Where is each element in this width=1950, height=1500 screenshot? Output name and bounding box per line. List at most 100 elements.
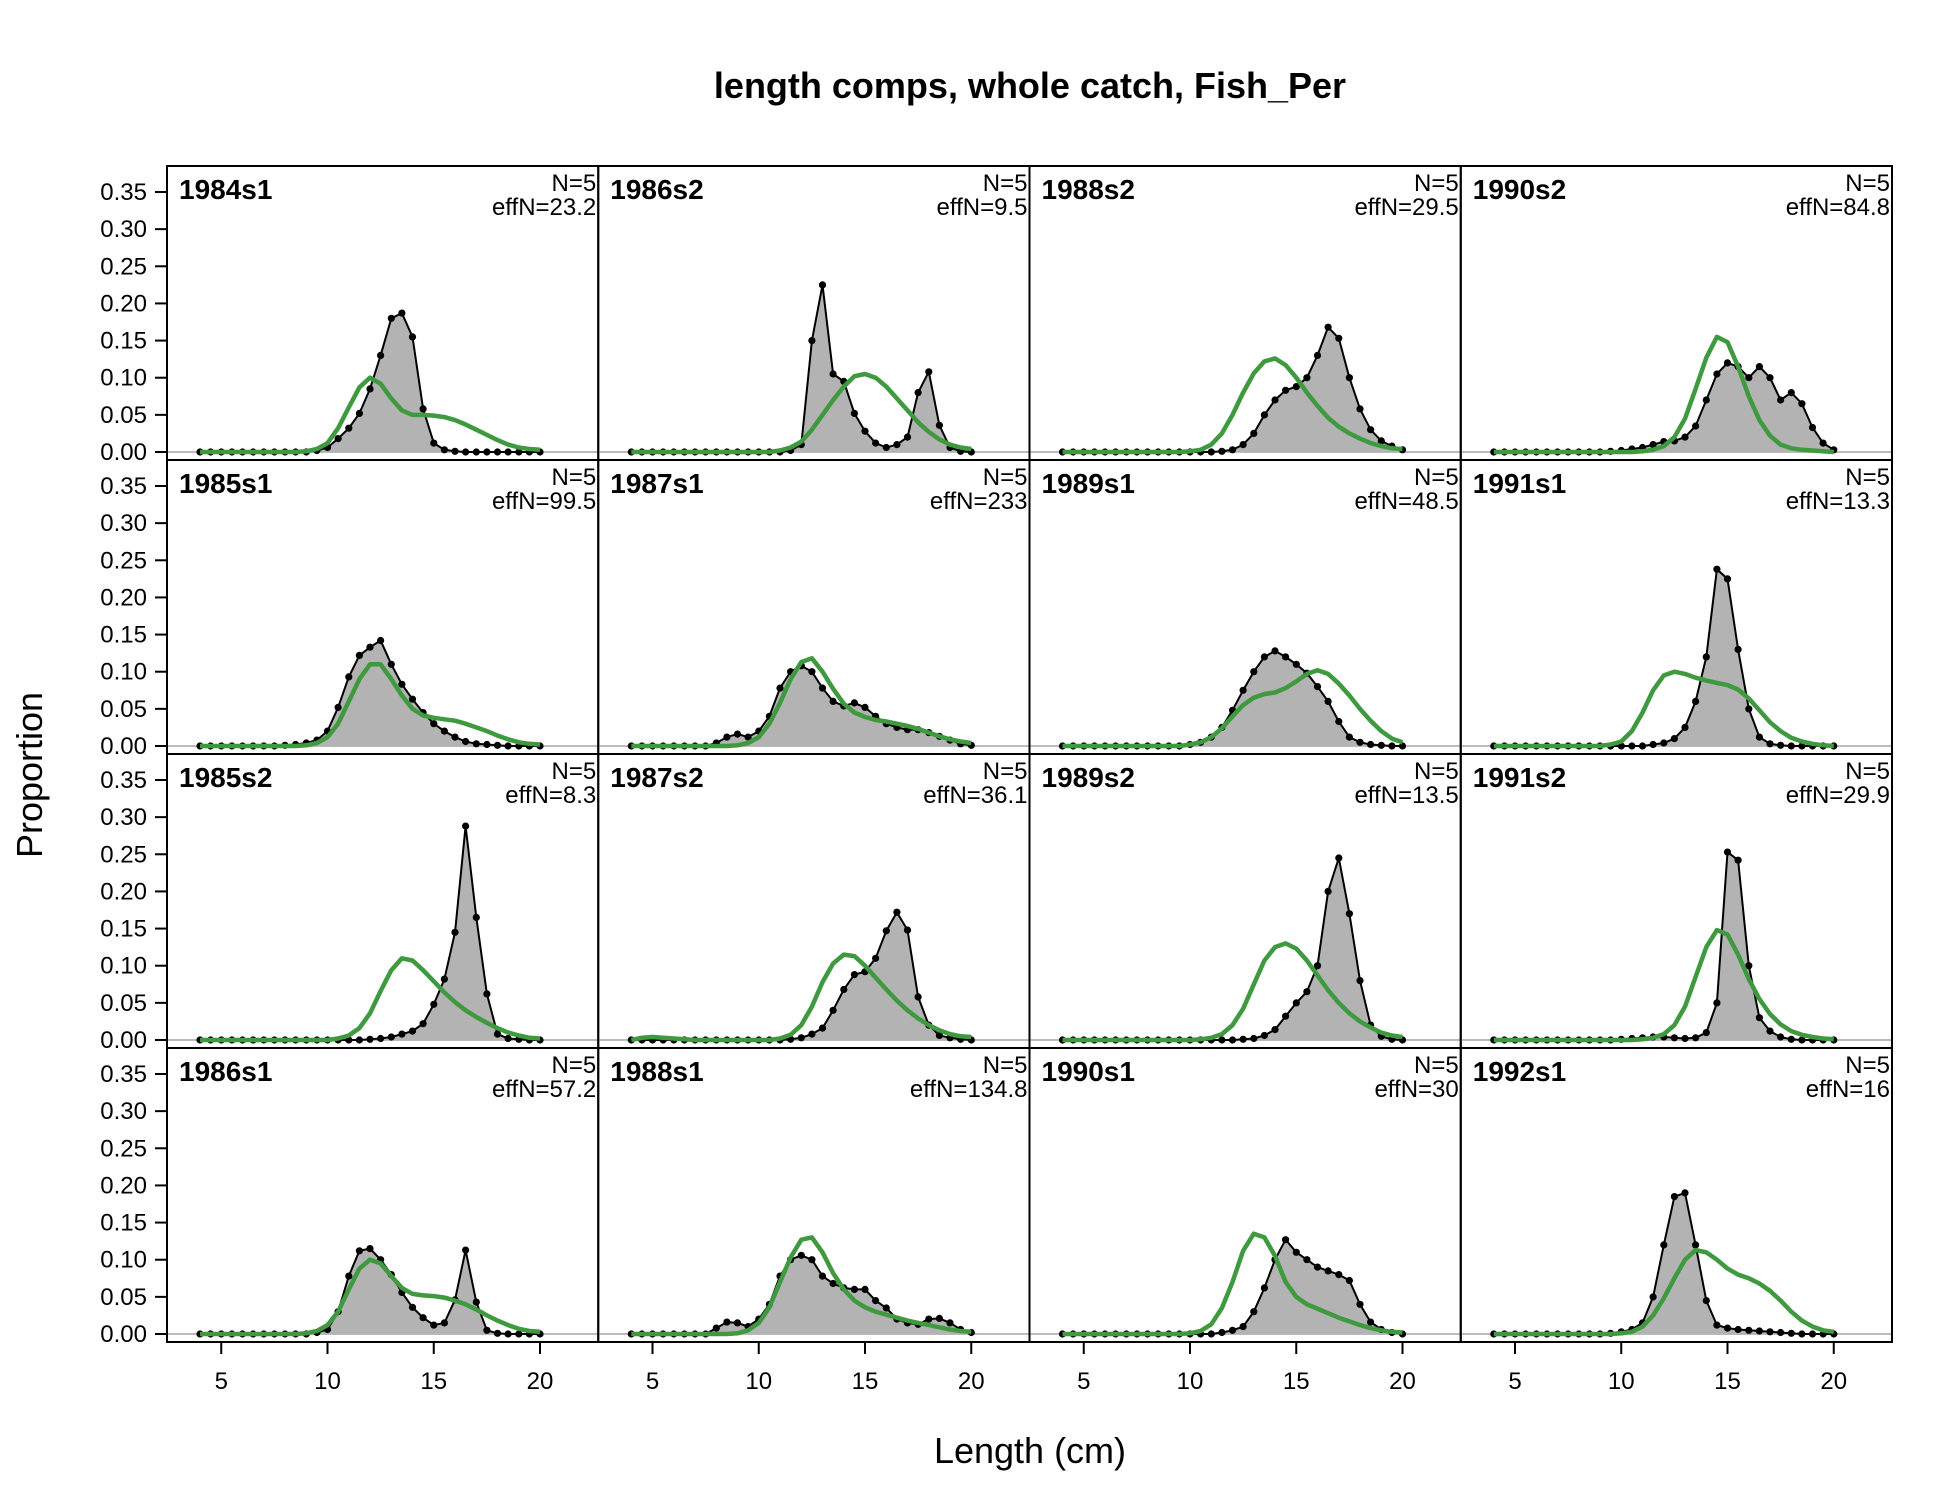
observed-area xyxy=(1493,852,1834,1040)
observed-point xyxy=(925,368,933,376)
observed-point xyxy=(935,1031,944,1040)
observed-point xyxy=(914,993,922,1001)
observed-point xyxy=(1702,396,1710,404)
observed-point xyxy=(1345,733,1353,741)
expected-line xyxy=(1062,941,1403,1043)
observed-point xyxy=(355,1036,363,1044)
observed-area xyxy=(200,313,540,452)
panel-label: 1988s2 xyxy=(1042,174,1135,205)
y-tick-label: 0.35 xyxy=(100,767,147,794)
effective-n-label: effN=134.8 xyxy=(910,1076,1028,1103)
x-tick-label: 5 xyxy=(1508,1368,1521,1395)
observed-point xyxy=(1282,1236,1290,1244)
panels-layer: 1984s1 N=5effN=23.20.000.050.100.150.200.… xyxy=(100,165,1893,1395)
observed-point xyxy=(1649,1293,1657,1301)
observed-point xyxy=(1345,1276,1353,1285)
sample-size-label: N=5 xyxy=(983,1052,1028,1079)
observed-point xyxy=(1766,1328,1774,1336)
observed-point xyxy=(1798,1330,1806,1338)
observed-point xyxy=(1260,653,1268,661)
y-tick-label: 0.30 xyxy=(100,1098,147,1125)
y-tick-label: 0.15 xyxy=(100,622,147,649)
observed-point xyxy=(1702,653,1710,661)
panel-label: 1989s2 xyxy=(1042,762,1135,793)
panel-label: 1985s2 xyxy=(179,762,272,793)
observed-point xyxy=(440,727,448,735)
expected-line xyxy=(200,1257,541,1337)
observed-point xyxy=(1282,653,1290,661)
observed-point xyxy=(1356,405,1364,413)
observed-area xyxy=(1062,858,1403,1040)
observed-point xyxy=(451,928,459,936)
observed-point xyxy=(387,660,395,668)
observed-point xyxy=(872,954,880,962)
y-tick-label: 0.10 xyxy=(100,1247,147,1274)
observed-point xyxy=(462,1246,470,1254)
observed-point xyxy=(1260,411,1268,419)
expected-line xyxy=(630,952,972,1043)
observed-point xyxy=(1745,962,1753,970)
sample-size-label: N=5 xyxy=(552,1052,597,1079)
observed-point xyxy=(1681,723,1689,732)
chart-title: length comps, whole catch, Fish_Per xyxy=(714,65,1346,106)
observed-point xyxy=(1787,1035,1795,1043)
observed-point xyxy=(1260,1031,1268,1040)
y-tick-label: 0.25 xyxy=(100,547,147,574)
observed-point xyxy=(733,730,742,738)
observed-point xyxy=(1345,910,1353,918)
observed-point xyxy=(1692,1241,1700,1249)
y-tick-label: 0.25 xyxy=(100,1135,147,1162)
observed-point xyxy=(1755,733,1763,741)
observed-point xyxy=(872,1297,880,1305)
y-tick-label: 0.35 xyxy=(100,473,147,500)
observed-point xyxy=(903,433,912,441)
observed-point xyxy=(366,385,374,393)
y-tick-label: 0.30 xyxy=(100,804,147,831)
observed-point xyxy=(1638,742,1647,750)
observed-point xyxy=(387,314,395,322)
y-tick-label: 0.05 xyxy=(100,990,147,1017)
x-tick-label: 15 xyxy=(420,1368,447,1395)
observed-point xyxy=(829,1279,837,1288)
sample-size-label: N=5 xyxy=(1845,170,1890,197)
effective-n-label: effN=36.1 xyxy=(923,782,1027,809)
observed-point xyxy=(882,1304,890,1312)
observed-point xyxy=(1734,645,1742,654)
y-tick-label: 0.25 xyxy=(100,841,147,868)
observed-point xyxy=(504,742,512,750)
observed-point xyxy=(1377,741,1385,749)
y-tick-label: 0.20 xyxy=(100,878,147,905)
observed-point xyxy=(1324,323,1332,331)
x-tick-label: 10 xyxy=(314,1368,341,1395)
observed-point xyxy=(1303,1256,1311,1264)
expected-line xyxy=(631,1235,972,1337)
observed-point xyxy=(366,1035,374,1043)
observed-point xyxy=(430,720,438,728)
x-tick-label: 15 xyxy=(1714,1368,1741,1395)
sample-size-label: N=5 xyxy=(983,758,1028,785)
observed-point xyxy=(419,1314,427,1322)
expected-line xyxy=(1062,1231,1403,1337)
y-tick-label: 0.10 xyxy=(100,659,147,686)
observed-point xyxy=(483,990,491,998)
observed-point xyxy=(504,1330,512,1338)
observed-point xyxy=(903,926,912,934)
observed-point xyxy=(419,1020,427,1028)
observed-point xyxy=(1282,1012,1290,1020)
observed-point xyxy=(850,971,859,979)
sample-size-label: N=5 xyxy=(1414,1052,1459,1079)
observed-point xyxy=(345,673,353,681)
sample-size-label: N=5 xyxy=(1845,758,1890,785)
effective-n-label: effN=13.3 xyxy=(1786,488,1890,515)
observed-point xyxy=(776,684,784,692)
y-tick-label: 0.05 xyxy=(100,402,147,429)
effective-n-label: effN=84.8 xyxy=(1786,194,1890,221)
sample-size-label: N=5 xyxy=(552,464,597,491)
observed-point xyxy=(334,703,342,712)
